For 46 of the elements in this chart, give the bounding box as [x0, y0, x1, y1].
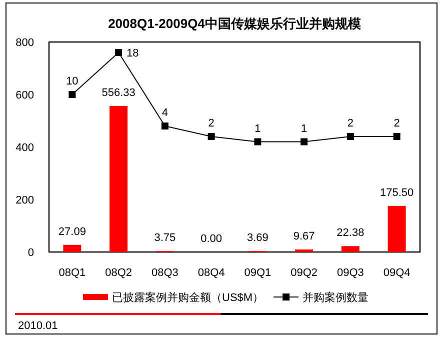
bar [110, 106, 128, 252]
chart-title: 2008Q1-2009Q4中国传媒娱乐行业并购规模 [108, 16, 361, 31]
data-label: 3.69 [246, 232, 268, 244]
text: 2010.01 [18, 320, 58, 332]
x-tick-label: 09Q1 [244, 267, 272, 279]
point [300, 138, 308, 146]
data-label: 2 [347, 118, 354, 130]
data-label: 1 [254, 122, 261, 135]
x-tick-label: 08Q3 [151, 267, 178, 279]
y-tick-label: 800 [16, 37, 34, 49]
bar [388, 206, 406, 252]
data-label: 2 [394, 118, 400, 130]
data-label: 2 [208, 118, 214, 130]
data-label: 10 [66, 76, 78, 88]
legend-label: 并购案例数量 [302, 291, 369, 304]
x-tick-label: 08Q2 [105, 267, 132, 279]
x-tick-label: 08Q4 [198, 267, 225, 279]
point [393, 133, 400, 140]
data-label: 175.50 [380, 186, 414, 199]
legend-label: 已披露案例并购金额（US$M） [112, 291, 264, 304]
point [68, 91, 76, 98]
x-tick-label: 09Q4 [383, 267, 410, 279]
data-label: 18 [126, 48, 139, 60]
bar [63, 244, 82, 252]
point [254, 138, 262, 146]
data-label: 0.00 [200, 233, 222, 245]
y-tick-label: 600 [16, 90, 34, 102]
data-label: 3.75 [154, 232, 176, 244]
point [208, 133, 215, 140]
data-label: 556.33 [102, 86, 136, 99]
x-tick-label: 08Q1 [58, 267, 86, 279]
point [346, 133, 354, 140]
point [115, 49, 122, 56]
data-label: 22.38 [336, 227, 364, 240]
x-tick-label: 09Q2 [290, 267, 318, 279]
data-label: 1 [301, 122, 308, 135]
point [161, 122, 168, 130]
y-tick-label: 400 [16, 142, 34, 154]
bar [341, 246, 360, 252]
data-label: 27.09 [58, 226, 86, 238]
y-tick-label: 200 [16, 194, 34, 206]
data-label: 9.67 [293, 230, 315, 242]
bar [295, 249, 314, 252]
x-tick-label: 09Q3 [336, 267, 364, 279]
y-tick-label: 0 [28, 247, 34, 259]
data-label: 4 [162, 107, 168, 119]
